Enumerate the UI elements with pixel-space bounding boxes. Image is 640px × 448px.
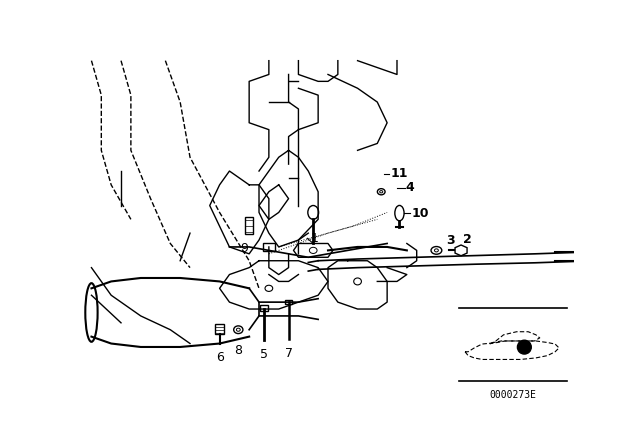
Text: 9: 9 bbox=[241, 241, 248, 254]
Bar bbox=[245, 217, 253, 234]
Bar bbox=[260, 305, 268, 311]
Text: 3: 3 bbox=[446, 234, 454, 247]
Text: 1: 1 bbox=[311, 232, 319, 245]
Text: 2: 2 bbox=[463, 233, 471, 246]
Text: 7: 7 bbox=[285, 347, 292, 360]
Bar bbox=[262, 243, 275, 251]
Text: 10: 10 bbox=[412, 207, 429, 220]
Text: 11: 11 bbox=[390, 167, 408, 180]
Bar bbox=[285, 300, 292, 305]
Text: 5: 5 bbox=[260, 348, 268, 361]
Text: 8: 8 bbox=[234, 344, 243, 357]
Text: 6: 6 bbox=[216, 351, 223, 364]
Bar bbox=[215, 323, 224, 334]
Text: 0000273E: 0000273E bbox=[490, 390, 536, 400]
Circle shape bbox=[517, 340, 531, 354]
Text: 4: 4 bbox=[406, 181, 415, 194]
